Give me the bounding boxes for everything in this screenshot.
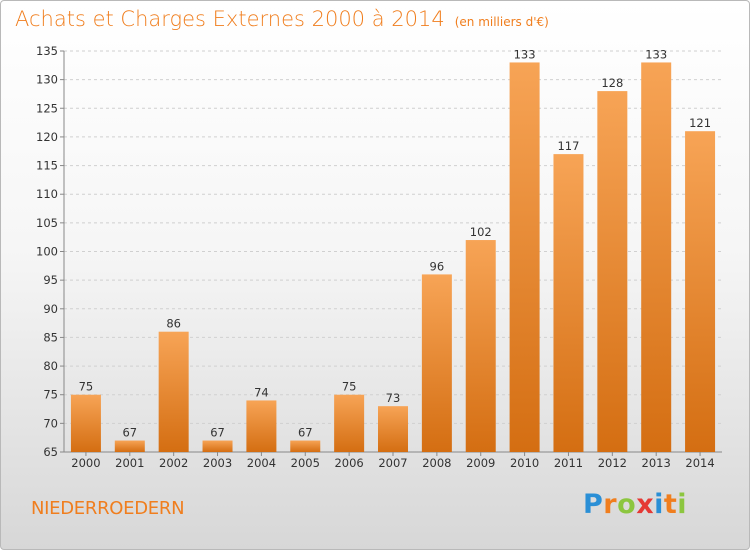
y-tick-label: 135 [36, 44, 58, 58]
x-tick-label-2010: 2010 [510, 456, 539, 470]
x-tick-label-2000: 2000 [71, 456, 100, 470]
bar-2011 [553, 154, 584, 452]
value-label-2013: 133 [645, 47, 667, 61]
value-label-2014: 121 [689, 116, 711, 130]
x-tick-label-2007: 2007 [378, 456, 407, 470]
bar-2012 [597, 91, 628, 452]
y-tick-label: 100 [36, 245, 58, 259]
logo-letter: i [654, 489, 664, 520]
x-tick-label-2006: 2006 [334, 456, 363, 470]
y-tick-label: 75 [43, 388, 58, 402]
chart-subtitle: (en milliers d'€) [454, 15, 549, 29]
y-tick-label: 95 [43, 273, 58, 287]
x-tick-label-2008: 2008 [422, 456, 451, 470]
logo-letter: P [583, 489, 604, 520]
x-tick-label-2005: 2005 [291, 456, 320, 470]
bar-2001 [114, 440, 145, 452]
y-tick-label: 70 [43, 416, 58, 430]
x-tick-label-2012: 2012 [598, 456, 627, 470]
logo-letter: t [663, 489, 678, 520]
x-tick-label-2013: 2013 [642, 456, 671, 470]
y-tick-label: 125 [36, 101, 58, 115]
y-tick-label: 105 [36, 216, 58, 230]
y-tick-label: 115 [36, 159, 58, 173]
bar-2002 [158, 331, 189, 452]
bar-2013 [641, 62, 672, 452]
y-tick-label: 90 [43, 302, 58, 316]
bar-2000 [70, 394, 101, 452]
bar-2006 [334, 394, 365, 452]
logo-letter: o [617, 489, 637, 520]
value-label-2010: 133 [514, 47, 536, 61]
bar-2007 [378, 406, 408, 452]
bar-2014 [685, 131, 716, 452]
bar-2005 [290, 440, 321, 452]
y-tick-label: 80 [43, 359, 58, 373]
x-tick-label-2011: 2011 [554, 456, 583, 470]
y-tick-label: 110 [36, 187, 58, 201]
logo-letter: r [603, 489, 618, 520]
bar-2010 [509, 62, 540, 452]
value-label-2001: 67 [122, 426, 137, 440]
value-label-2002: 86 [166, 317, 181, 331]
x-tick-label-2003: 2003 [203, 456, 232, 470]
y-tick-label: 120 [36, 130, 58, 144]
logo-letter: x [636, 489, 655, 520]
commune-name: NIEDERROEDERN [31, 498, 185, 519]
y-tick-label: 130 [36, 73, 58, 87]
x-tick-label-2009: 2009 [466, 456, 495, 470]
bar-2003 [202, 440, 233, 452]
x-tick-label-2001: 2001 [115, 456, 144, 470]
value-label-2004: 74 [254, 385, 269, 399]
y-tick-label: 85 [43, 330, 58, 344]
chart-title: Achats et Charges Externes 2000 à 2014 [15, 7, 445, 31]
proxiti-logo: Proxiti [583, 489, 687, 520]
value-label-2012: 128 [601, 76, 623, 90]
value-label-2005: 67 [298, 426, 313, 440]
value-label-2000: 75 [79, 380, 94, 394]
chart-title-block: Achats et Charges Externes 2000 à 2014 (e… [15, 7, 549, 31]
logo-letter: i [677, 489, 688, 520]
value-label-2008: 96 [430, 259, 445, 273]
bar-2008 [421, 274, 452, 452]
bar-2004 [246, 400, 277, 452]
x-tick-label-2002: 2002 [159, 456, 188, 470]
x-tick-label-2004: 2004 [247, 456, 276, 470]
value-label-2011: 117 [557, 139, 579, 153]
value-label-2007: 73 [386, 391, 401, 405]
value-label-2006: 75 [342, 380, 357, 394]
value-label-2009: 102 [470, 225, 492, 239]
x-tick-label-2014: 2014 [685, 456, 714, 470]
bar-2009 [465, 240, 496, 452]
y-tick-label: 65 [43, 445, 58, 459]
value-label-2003: 67 [210, 426, 225, 440]
